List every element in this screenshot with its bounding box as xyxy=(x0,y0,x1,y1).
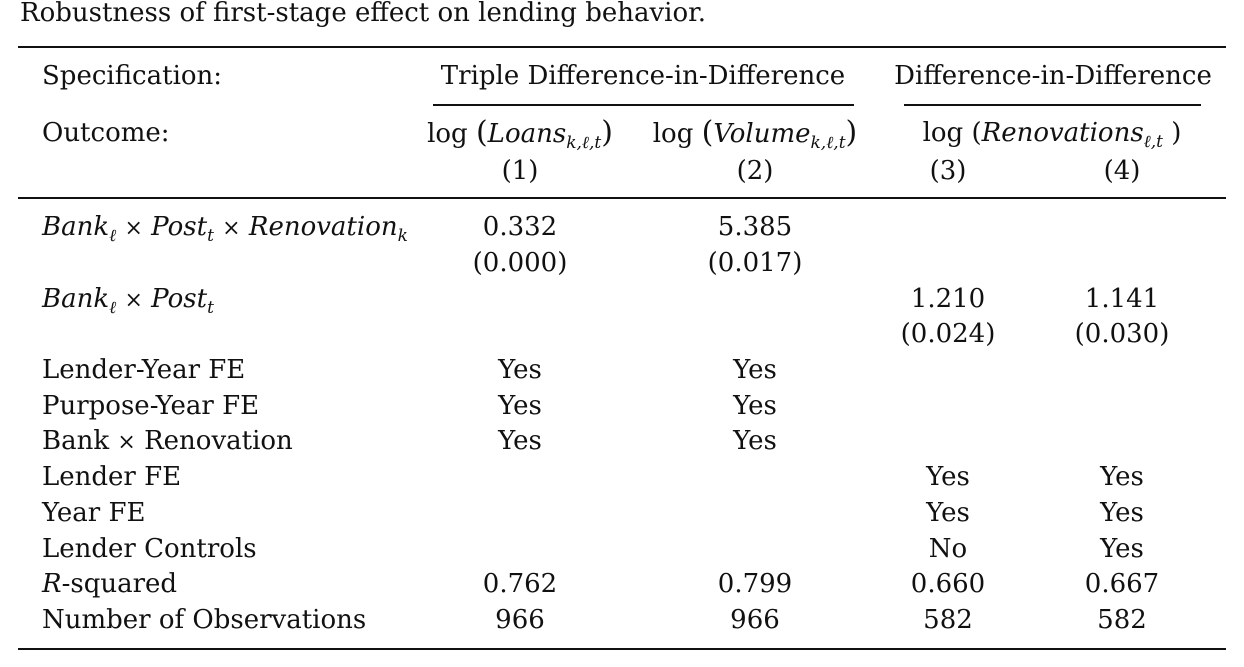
observations-col1: 966 xyxy=(495,605,545,635)
outcome-renovations-base: Renovations xyxy=(981,118,1144,148)
column-number-2: (2) xyxy=(736,156,774,186)
outcome-volume-base: Volume xyxy=(713,119,811,149)
lender-year-fe-col2: Yes xyxy=(733,355,777,385)
observations-col4: 582 xyxy=(1097,605,1147,635)
group-header-double: Difference-in-Difference xyxy=(894,61,1212,91)
header-rule xyxy=(18,197,1226,199)
specification-label: Specification: xyxy=(42,61,223,91)
outcome-log: log xyxy=(427,119,468,149)
r-squared-col3: 0.660 xyxy=(910,569,986,599)
row-label-purpose-year-fe: Purpose-Year FE xyxy=(42,391,260,421)
r-squared-col1: 0.762 xyxy=(482,569,558,599)
pvalue-double-col4: (0.030) xyxy=(1074,319,1170,349)
group-rule-triple xyxy=(433,104,854,106)
row-label-lender-year-fe: Lender-Year FE xyxy=(42,355,246,385)
purpose-year-fe-col2: Yes xyxy=(733,391,777,421)
pvalue-double-col3: (0.024) xyxy=(900,319,996,349)
row-label-lender-controls: Lender Controls xyxy=(42,534,257,564)
bank-renovation-col2: Yes xyxy=(733,426,777,456)
row-label-r-squared: R-squared xyxy=(42,569,178,599)
coef-double-col3: 1.210 xyxy=(910,284,986,314)
year-fe-col4: Yes xyxy=(1100,498,1144,528)
outcome-loans: log (Loansk,ℓ,t) xyxy=(427,115,613,153)
coef-triple-col2: 5.385 xyxy=(717,212,793,242)
r-squared-col4: 0.667 xyxy=(1084,569,1160,599)
lender-controls-col3: No xyxy=(928,534,968,564)
bottom-rule xyxy=(18,648,1226,650)
r-squared-col2: 0.799 xyxy=(717,569,793,599)
outcome-label: Outcome: xyxy=(42,118,170,148)
coef-triple-col1: 0.332 xyxy=(482,212,558,242)
table-caption: Robustness of first-stage effect on lend… xyxy=(20,0,706,28)
row-label-observations: Number of Observations xyxy=(42,605,367,635)
row-label-year-fe: Year FE xyxy=(42,498,146,528)
lender-fe-col3: Yes xyxy=(926,462,970,492)
lender-year-fe-col1: Yes xyxy=(498,355,542,385)
top-rule xyxy=(18,46,1226,48)
outcome-loans-base: Loans xyxy=(487,119,567,149)
outcome-renovations: log (Renovationsℓ,t ) xyxy=(922,118,1182,152)
lender-controls-col4: Yes xyxy=(1100,534,1144,564)
row-label-lender-fe: Lender FE xyxy=(42,462,182,492)
purpose-year-fe-col1: Yes xyxy=(498,391,542,421)
lender-fe-col4: Yes xyxy=(1100,462,1144,492)
row-label-triple-interaction: Bankℓ × Postt × Renovationk xyxy=(42,212,408,246)
bank-renovation-col1: Yes xyxy=(498,426,542,456)
year-fe-col3: Yes xyxy=(926,498,970,528)
outcome-renovations-sub: ℓ,t xyxy=(1143,132,1164,152)
outcome-volume: log (Volumek,ℓ,t) xyxy=(652,115,858,153)
outcome-log: log xyxy=(652,119,694,149)
outcome-loans-sub: k,ℓ,t xyxy=(566,133,602,153)
outcome-volume-sub: k,ℓ,t xyxy=(810,133,846,153)
observations-col3: 582 xyxy=(923,605,973,635)
group-rule-double xyxy=(904,104,1201,106)
column-number-1: (1) xyxy=(501,156,539,186)
pvalue-triple-col1: (0.000) xyxy=(472,248,568,278)
pvalue-triple-col2: (0.017) xyxy=(707,248,803,278)
outcome-log: log xyxy=(922,118,964,148)
group-header-triple: Triple Difference-in-Difference xyxy=(440,61,846,91)
row-label-bank-renovation: Bank × Renovation xyxy=(42,426,293,456)
observations-col2: 966 xyxy=(730,605,780,635)
column-number-3: (3) xyxy=(929,156,967,186)
coef-double-col4: 1.141 xyxy=(1084,284,1160,314)
column-number-4: (4) xyxy=(1103,156,1141,186)
row-label-double-interaction: Bankℓ × Postt xyxy=(42,284,214,318)
